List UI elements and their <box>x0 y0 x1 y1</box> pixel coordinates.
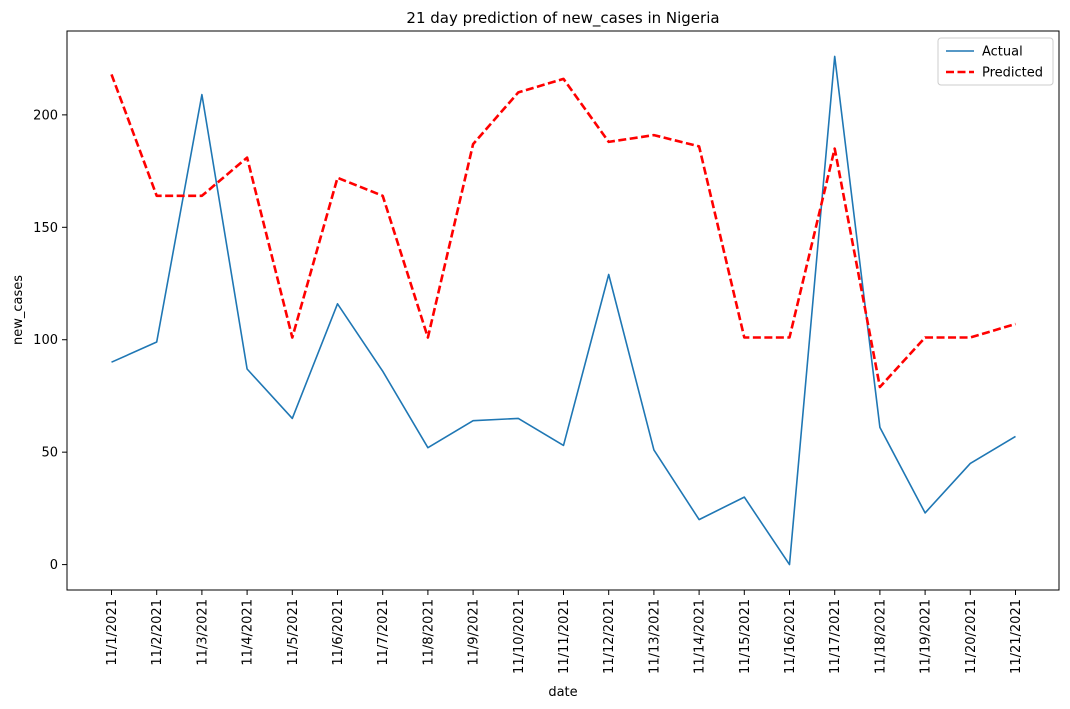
data-point-actual <box>472 419 474 421</box>
x-tick-label: 11/7/2021 <box>376 599 391 666</box>
data-point-actual <box>879 426 881 428</box>
x-tick-label: 11/14/2021 <box>693 599 708 674</box>
data-point-predicted <box>336 177 338 179</box>
data-point-actual <box>336 303 338 305</box>
data-point-predicted <box>788 336 790 338</box>
data-point-predicted <box>608 141 610 143</box>
data-point-predicted <box>743 336 745 338</box>
data-point-predicted <box>1014 323 1016 325</box>
data-point-predicted <box>291 336 293 338</box>
data-point-predicted <box>879 386 881 388</box>
data-point-predicted <box>517 91 519 93</box>
data-point-actual <box>653 449 655 451</box>
x-tick-label: 11/20/2021 <box>964 599 979 674</box>
plot-area-frame <box>66 30 1060 591</box>
data-point-predicted <box>110 73 112 75</box>
data-point-actual <box>608 273 610 275</box>
data-point-actual <box>427 446 429 448</box>
x-tick-label: 11/4/2021 <box>241 599 256 666</box>
data-point-predicted <box>562 78 564 80</box>
data-point-actual <box>562 444 564 446</box>
data-point-predicted <box>834 147 836 149</box>
series-line-actual <box>111 55 1016 566</box>
data-point-actual <box>969 462 971 464</box>
axis-ticks: 0 50 100 150 200 11/1/2021 11/2/2021 11/3/2021 1… <box>33 108 1024 674</box>
legend-predicted-label: Predicted <box>982 66 1043 81</box>
series-lines <box>110 55 1016 566</box>
legend-box <box>937 37 1054 86</box>
y-tick-label: 100 <box>33 333 58 348</box>
x-tick-label: 11/15/2021 <box>738 599 753 674</box>
series-line-predicted <box>110 73 1016 389</box>
data-point-actual <box>1014 435 1016 437</box>
data-point-actual <box>291 417 293 419</box>
data-point-predicted <box>156 195 158 197</box>
data-point-predicted <box>698 145 700 147</box>
y-tick-label: 50 <box>41 446 58 461</box>
data-point-predicted <box>201 195 203 197</box>
x-tick-label: 11/21/2021 <box>1009 599 1024 674</box>
x-tick-label: 11/10/2021 <box>512 599 527 674</box>
data-point-actual <box>834 55 836 57</box>
data-point-predicted <box>427 336 429 338</box>
x-tick-label: 11/2/2021 <box>150 599 165 666</box>
data-point-actual <box>698 518 700 520</box>
legend: Actual Predicted <box>937 37 1054 86</box>
x-tick-label: 11/11/2021 <box>557 599 572 674</box>
y-tick-label: 150 <box>33 221 58 236</box>
y-tick-label: 0 <box>50 558 58 573</box>
x-tick-label: 11/5/2021 <box>286 599 301 666</box>
data-point-predicted <box>924 336 926 338</box>
y-tick-label: 200 <box>33 108 58 123</box>
data-point-actual <box>246 368 248 370</box>
x-tick-label: 11/8/2021 <box>421 599 436 666</box>
data-point-predicted <box>472 143 474 145</box>
data-point-predicted <box>653 134 655 136</box>
data-point-actual <box>517 417 519 419</box>
data-point-predicted <box>969 336 971 338</box>
x-axis-title: date <box>548 685 577 700</box>
x-tick-label: 11/19/2021 <box>919 599 934 674</box>
data-point-actual <box>201 93 203 95</box>
data-point-actual <box>924 512 926 514</box>
x-tick-label: 11/9/2021 <box>467 599 482 666</box>
x-tick-label: 11/18/2021 <box>873 599 888 674</box>
data-point-actual <box>156 341 158 343</box>
x-tick-label: 11/1/2021 <box>105 599 120 666</box>
x-tick-label: 11/13/2021 <box>647 599 662 674</box>
x-tick-label: 11/3/2021 <box>195 599 210 666</box>
data-point-actual <box>382 370 384 372</box>
x-tick-label: 11/16/2021 <box>783 599 798 674</box>
x-tick-label: 11/6/2021 <box>331 599 346 666</box>
x-tick-label: 11/17/2021 <box>828 599 843 674</box>
chart-title: 21 day prediction of new_cases in Nigeri… <box>406 9 719 28</box>
x-tick-label: 11/12/2021 <box>602 599 617 674</box>
legend-actual-label: Actual <box>982 45 1023 60</box>
y-axis-title: new_cases <box>11 275 26 345</box>
data-point-predicted <box>246 156 248 158</box>
data-point-actual <box>110 361 112 363</box>
data-point-predicted <box>382 195 384 197</box>
data-point-actual <box>788 563 790 565</box>
data-point-actual <box>743 496 745 498</box>
